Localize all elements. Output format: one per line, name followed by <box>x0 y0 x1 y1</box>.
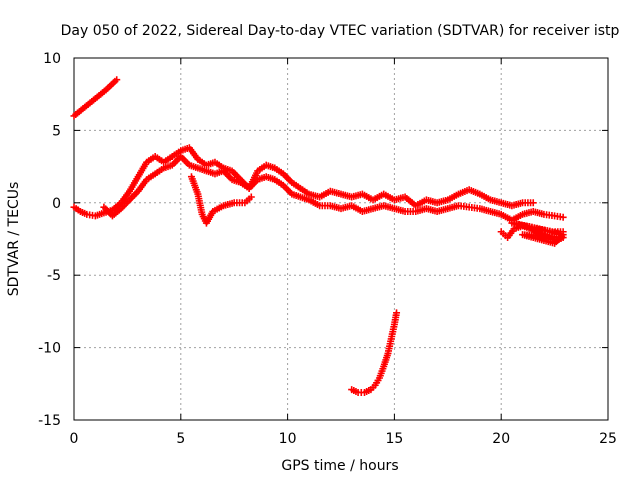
y-tick-label: -15 <box>38 413 61 429</box>
x-tick-label: 15 <box>385 431 403 447</box>
x-tick-label: 25 <box>599 431 617 447</box>
plot-frame <box>73 57 609 421</box>
series-track-f <box>348 309 401 396</box>
chart-title: Day 050 of 2022, Sidereal Day-to-day VTE… <box>61 23 620 39</box>
series-track-e <box>497 219 567 247</box>
data-point <box>529 199 537 207</box>
y-tick-label: 5 <box>52 123 61 139</box>
x-tick-label: 10 <box>279 431 297 447</box>
data-point <box>393 309 401 317</box>
x-axis-label: GPS time / hours <box>281 458 398 474</box>
x-tick-label: 0 <box>70 431 79 447</box>
data-points <box>70 76 567 396</box>
y-tick-label: -10 <box>38 341 61 357</box>
axis-ticks: 0 5 10 15 20 25 -15 -10 -5 0 5 10 <box>38 51 617 447</box>
y-axis-label: SDTVAR / TECUs <box>6 182 22 297</box>
series-track-d <box>187 173 255 227</box>
y-tick-label: -5 <box>47 268 61 284</box>
data-point <box>247 193 255 201</box>
series-track-a <box>70 76 121 120</box>
y-tick-label: 0 <box>52 196 61 212</box>
data-point <box>113 76 121 84</box>
x-tick-label: 20 <box>492 431 510 447</box>
data-point <box>559 213 567 221</box>
data-point <box>559 228 567 236</box>
series-track-b <box>70 144 537 220</box>
grid <box>74 58 608 420</box>
x-tick-label: 5 <box>176 431 185 447</box>
series-track-c <box>100 152 567 224</box>
y-tick-label: 10 <box>43 51 61 67</box>
